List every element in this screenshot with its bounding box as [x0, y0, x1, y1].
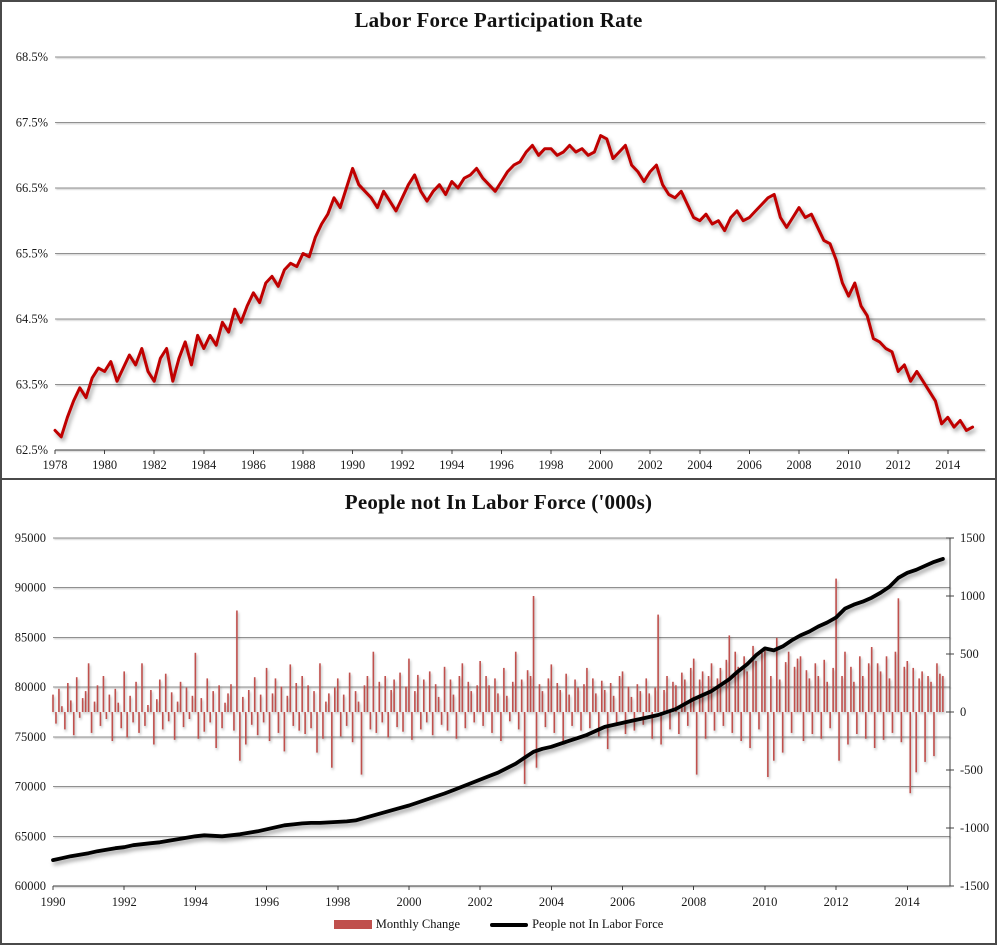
svg-text:80000: 80000 — [15, 680, 46, 694]
svg-text:2008: 2008 — [681, 895, 706, 909]
svg-text:500: 500 — [960, 647, 979, 661]
svg-text:1982: 1982 — [142, 458, 167, 472]
nilf-combo-chart: 95000 90000 85000 80000 75000 70000 65000 60000… — [15, 531, 989, 909]
svg-text:2004: 2004 — [687, 458, 713, 472]
svg-text:1990: 1990 — [340, 458, 365, 472]
svg-text:90000: 90000 — [15, 581, 46, 595]
svg-text:-1000: -1000 — [960, 821, 989, 835]
svg-text:2000: 2000 — [396, 895, 421, 909]
svg-text:1994: 1994 — [439, 458, 465, 472]
svg-text:66.5%: 66.5% — [16, 181, 48, 195]
legend-label-monthly-change: Monthly Change — [375, 917, 461, 931]
svg-text:2010: 2010 — [752, 895, 777, 909]
svg-text:64.5%: 64.5% — [16, 312, 48, 326]
svg-text:1000: 1000 — [960, 589, 985, 603]
svg-text:2006: 2006 — [737, 458, 762, 472]
legend-item-nilf: People not In Labor Force — [490, 917, 663, 932]
svg-text:95000: 95000 — [15, 531, 46, 545]
nilf-line-swatch — [490, 922, 529, 927]
svg-text:1996: 1996 — [254, 895, 279, 909]
svg-text:1996: 1996 — [489, 458, 514, 472]
nilf-chart-panel: People not In Labor Force ('000s) 95000 9… — [0, 478, 997, 945]
svg-text:1992: 1992 — [112, 895, 137, 909]
svg-text:65.5%: 65.5% — [16, 247, 48, 261]
monthly-change-swatch — [333, 920, 372, 929]
svg-text:2014: 2014 — [935, 458, 961, 472]
svg-text:2002: 2002 — [468, 895, 493, 909]
legend-item-monthly-change: Monthly Change — [333, 917, 461, 932]
svg-text:1988: 1988 — [291, 458, 316, 472]
svg-text:2014: 2014 — [895, 895, 921, 909]
svg-text:2006: 2006 — [610, 895, 635, 909]
chart-legend: Monthly Change People not In Labor Force — [0, 917, 997, 932]
svg-text:1998: 1998 — [539, 458, 564, 472]
svg-text:2012: 2012 — [824, 895, 849, 909]
svg-text:1500: 1500 — [960, 531, 985, 545]
svg-text:2004: 2004 — [539, 895, 565, 909]
svg-text:68.5%: 68.5% — [16, 50, 48, 64]
svg-text:85000: 85000 — [15, 630, 46, 644]
svg-text:2002: 2002 — [638, 458, 663, 472]
nilf-chart-title: People not In Labor Force ('000s) — [344, 490, 653, 514]
svg-text:1990: 1990 — [41, 895, 66, 909]
svg-text:0: 0 — [960, 705, 966, 719]
svg-text:1984: 1984 — [191, 458, 217, 472]
lfpr-chart-panel: Labor Force Participation Rate 68.5% 67.5… — [15, 8, 985, 472]
svg-text:1998: 1998 — [325, 895, 350, 909]
svg-text:2010: 2010 — [836, 458, 861, 472]
svg-text:1978: 1978 — [43, 458, 68, 472]
svg-text:2000: 2000 — [588, 458, 613, 472]
svg-text:-1500: -1500 — [960, 879, 989, 893]
svg-text:70000: 70000 — [15, 780, 46, 794]
legend-label-nilf: People not In Labor Force — [532, 917, 664, 931]
svg-text:65000: 65000 — [15, 829, 46, 843]
svg-text:63.5%: 63.5% — [16, 378, 48, 392]
svg-text:1994: 1994 — [183, 895, 209, 909]
lfpr-chart-title: Labor Force Participation Rate — [354, 8, 643, 32]
svg-text:75000: 75000 — [15, 730, 46, 744]
svg-text:-500: -500 — [960, 763, 983, 777]
svg-text:2012: 2012 — [886, 458, 911, 472]
svg-text:62.5%: 62.5% — [16, 443, 48, 457]
svg-text:1992: 1992 — [390, 458, 415, 472]
svg-text:1986: 1986 — [241, 458, 266, 472]
svg-text:1980: 1980 — [92, 458, 117, 472]
svg-text:60000: 60000 — [15, 879, 46, 893]
svg-text:67.5%: 67.5% — [16, 116, 48, 130]
svg-text:2008: 2008 — [787, 458, 812, 472]
lfpr-line-chart: 68.5% 67.5% 66.5% 65.5% 64.5% 63.5% 62.5%1978 1… — [16, 50, 985, 472]
